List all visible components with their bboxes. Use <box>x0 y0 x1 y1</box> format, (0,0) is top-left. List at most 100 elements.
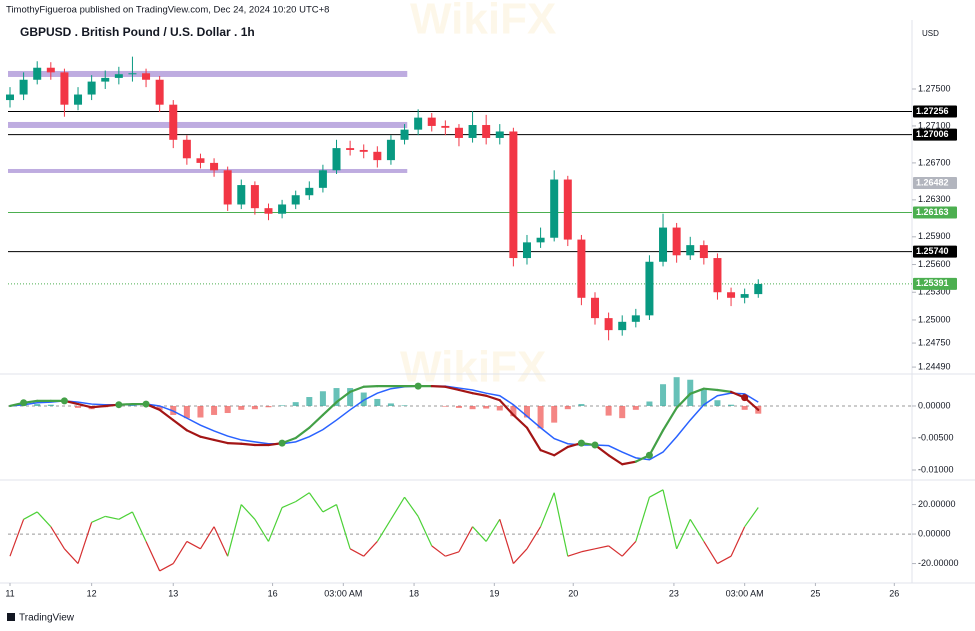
zone <box>8 70 408 77</box>
zone <box>8 121 408 128</box>
y-tick-label: 20.00000 <box>918 499 956 509</box>
candle-body <box>223 170 232 205</box>
candle-body <box>659 227 668 262</box>
oscillator-line <box>254 519 270 542</box>
oscillator-line <box>91 515 106 523</box>
x-tick-label: 18 <box>409 588 419 598</box>
x-tick-label: 20 <box>568 588 578 598</box>
candle-body <box>686 245 695 256</box>
candle-body <box>332 148 341 171</box>
cross-dot <box>20 399 28 407</box>
candle-body <box>210 162 219 171</box>
candle-body <box>359 149 368 152</box>
histogram-bar <box>700 389 707 406</box>
y-tick-label: -20.00000 <box>918 558 959 568</box>
histogram-bar <box>455 405 462 408</box>
publisher-header: TimothyFigueroa published on TradingView… <box>6 5 329 16</box>
histogram-bar <box>197 405 204 418</box>
oscillator-line <box>9 519 25 557</box>
histogram-bar <box>374 398 381 406</box>
level-label: 1.26482 <box>916 177 949 187</box>
candle-body <box>740 294 749 298</box>
level-label-bg <box>913 105 957 118</box>
oscillator-line <box>458 526 474 553</box>
macd-line <box>240 442 256 447</box>
oscillator-line <box>730 526 746 557</box>
macd-line <box>321 401 338 417</box>
oscillator-line <box>608 545 623 557</box>
oscillator-line <box>689 519 705 542</box>
y-tick-label: 1.26300 <box>918 194 951 204</box>
macd-line <box>362 385 379 388</box>
oscillator-line <box>36 511 52 528</box>
oscillator-line <box>145 541 161 572</box>
macd-line <box>485 394 501 402</box>
x-tick-label: 26 <box>889 588 899 598</box>
level-label-bg <box>913 245 957 258</box>
candle-body <box>196 158 205 163</box>
oscillator-line <box>335 504 351 549</box>
y-tick-label: 0.00000 <box>918 400 951 410</box>
level-label-bg <box>913 277 957 290</box>
candle-body <box>713 258 722 293</box>
macd-line <box>621 460 637 466</box>
histogram-bar <box>224 405 231 414</box>
macd-line <box>335 390 352 404</box>
histogram-bar <box>442 405 449 407</box>
candle-body <box>509 131 518 259</box>
oscillator-line <box>349 548 365 557</box>
histogram-bar <box>360 392 367 406</box>
histogram-bar <box>741 405 748 410</box>
oscillator-line <box>635 497 651 542</box>
x-tick-label: 03:00 AM <box>324 588 362 598</box>
histogram-bar <box>47 404 54 406</box>
histogram-bar <box>510 405 517 417</box>
macd-line <box>185 429 202 438</box>
histogram-bar <box>496 405 503 411</box>
oscillator-line <box>77 522 93 564</box>
level-label: 1.25740 <box>916 246 949 256</box>
macd-line <box>539 449 556 457</box>
macd-line <box>471 392 488 397</box>
candle-body <box>400 129 409 140</box>
macd-line <box>76 402 93 409</box>
histogram-bar <box>632 405 639 410</box>
x-tick-label: 03:00 AM <box>726 588 764 598</box>
y-tick-label: -0.01000 <box>918 464 954 474</box>
histogram-bar <box>673 377 680 406</box>
macd-line <box>90 404 107 409</box>
oscillator-line <box>621 541 637 557</box>
oscillator-line <box>105 515 119 520</box>
oscillator-line <box>676 519 691 550</box>
candle-body <box>291 195 300 205</box>
y-tick-label: 1.25300 <box>918 287 951 297</box>
oscillator-line <box>267 507 283 542</box>
histogram-bar <box>319 391 326 406</box>
macd-line <box>444 385 461 392</box>
macd-line <box>457 388 474 395</box>
macd-line <box>525 426 542 452</box>
macd-line <box>158 408 175 422</box>
y-tick-label: 1.25900 <box>918 231 951 241</box>
oscillator-line <box>213 526 229 557</box>
macd-line <box>172 418 188 432</box>
candle-body <box>563 179 572 240</box>
histogram-bar <box>578 404 585 406</box>
x-tick-label: 16 <box>268 588 278 598</box>
macd-line <box>661 406 678 432</box>
macd-line <box>553 445 569 457</box>
oscillator-line <box>717 555 732 565</box>
cross-dot <box>577 439 585 447</box>
candle-body <box>727 292 736 298</box>
level-label: 1.25391 <box>916 278 949 288</box>
candle-body <box>169 104 178 140</box>
candle-body <box>128 73 137 75</box>
watermark: WikiFX <box>410 0 556 44</box>
oscillator-line <box>526 526 542 550</box>
y-tick-label: 1.26700 <box>918 157 951 167</box>
candle-body <box>536 237 545 243</box>
candle-body <box>618 321 627 331</box>
oscillator-line <box>172 541 188 564</box>
histogram-bar <box>333 388 340 406</box>
